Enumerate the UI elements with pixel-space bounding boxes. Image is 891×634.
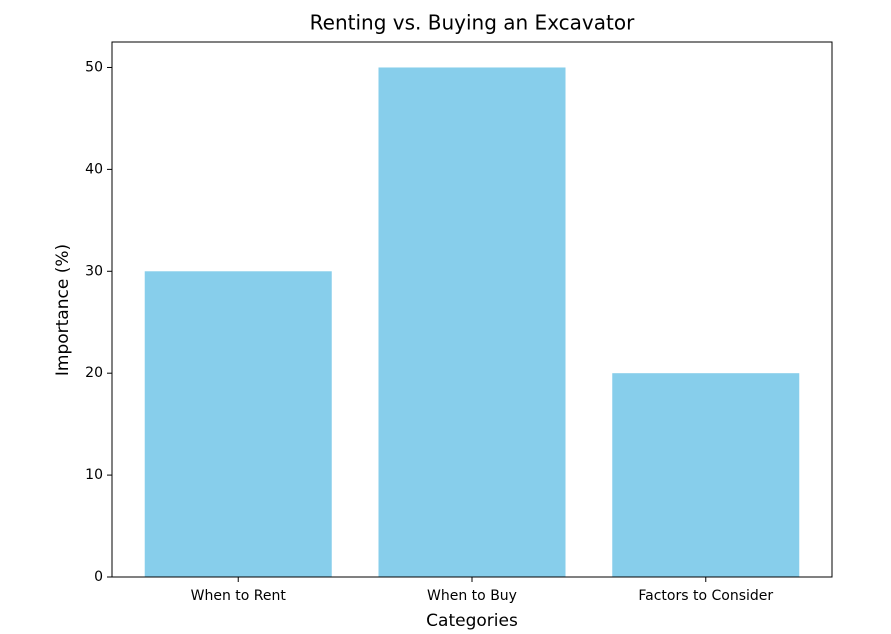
y-tick-label: 10 bbox=[85, 467, 103, 483]
y-tick-label: 30 bbox=[85, 263, 103, 279]
y-tick-label: 20 bbox=[85, 365, 103, 381]
y-tick-label: 0 bbox=[94, 569, 103, 585]
y-tick-label: 50 bbox=[85, 59, 103, 75]
x-axis-label: Categories bbox=[426, 611, 518, 631]
bar bbox=[378, 67, 566, 577]
chart-title: Renting vs. Buying an Excavator bbox=[310, 11, 635, 35]
bar bbox=[144, 271, 332, 577]
plot-frame bbox=[111, 41, 833, 578]
y-axis-label: Importance (%) bbox=[53, 244, 73, 376]
x-tick-label: When to Buy bbox=[427, 588, 517, 604]
x-tick-label: Factors to Consider bbox=[638, 588, 773, 604]
bar bbox=[612, 373, 800, 577]
y-tick-label: 40 bbox=[85, 161, 103, 177]
x-tick-label: When to Rent bbox=[191, 588, 287, 604]
